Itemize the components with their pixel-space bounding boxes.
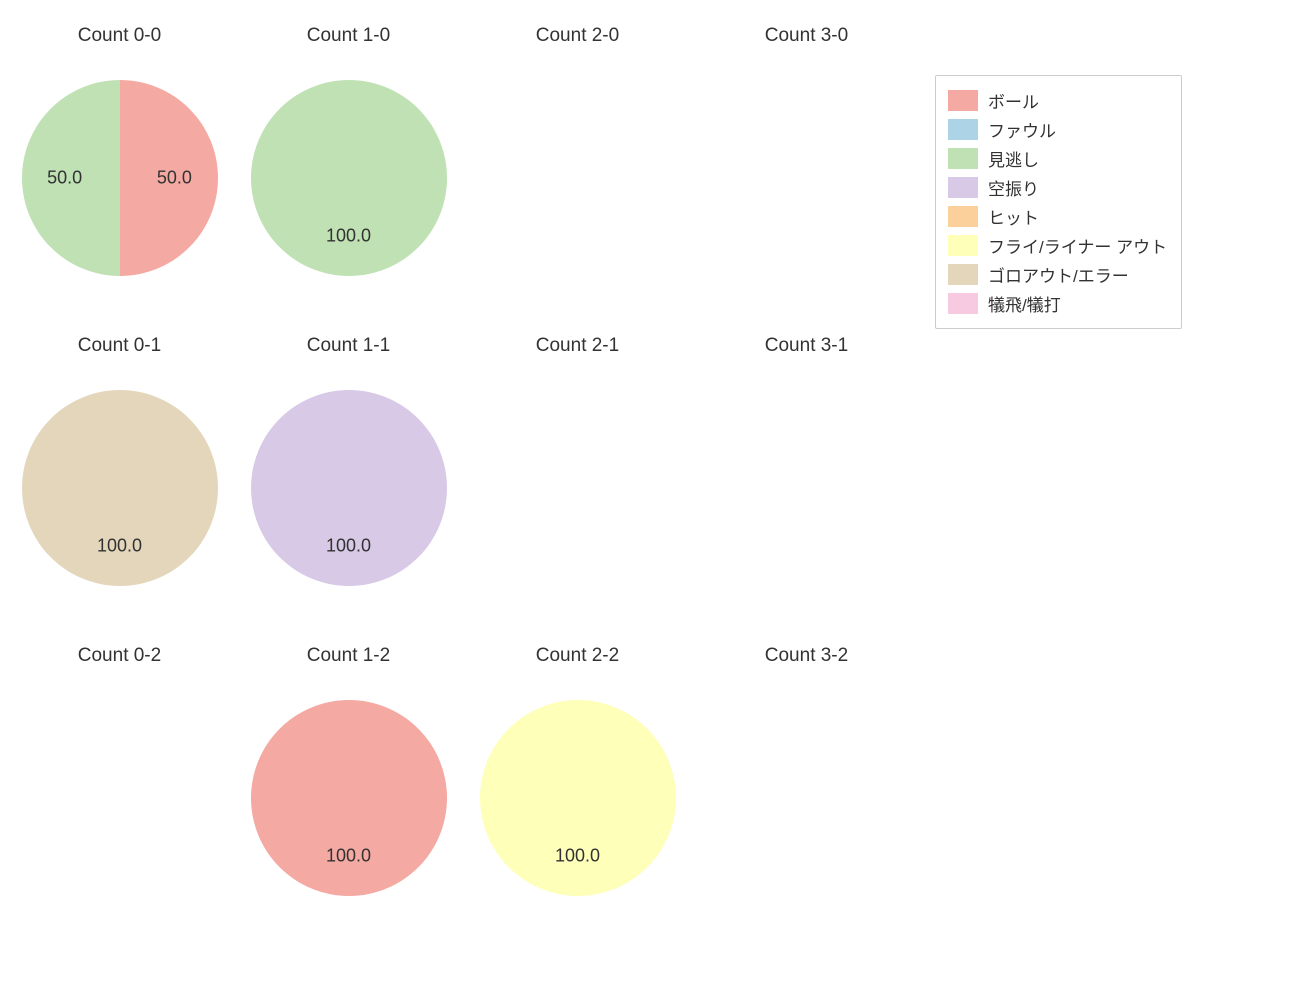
pie-chart: 100.0 [249,698,449,903]
pie-chart: 100.0 [478,698,678,903]
legend-label: ボール [988,88,1039,113]
pie-slice [251,80,447,276]
legend-label: ファウル [988,117,1056,142]
chart-title: Count 1-2 [234,645,463,667]
legend-item: ゴロアウト/エラー [948,260,1167,289]
pie-slice [251,700,447,896]
chart-title: Count 0-0 [5,25,234,47]
legend-swatch [948,235,978,256]
chart-title: Count 3-2 [692,645,921,667]
legend-item: ヒット [948,202,1167,231]
legend-item: フライ/ライナー アウト [948,231,1167,260]
legend-item: ファウル [948,115,1167,144]
chart-title: Count 2-2 [463,645,692,667]
chart-cell: Count 2-0 [463,5,692,315]
pie-grid: Count 0-0 50.0 50.0 Count 1-0 100.0 Count 2-0… [0,0,920,1000]
pie-slice [22,390,218,586]
pie-value-label: 100.0 [555,846,600,867]
legend-swatch [948,90,978,111]
chart-cell: Count 2-2 100.0 [463,625,692,935]
legend-label: 犠飛/犠打 [988,291,1061,316]
legend-swatch [948,264,978,285]
legend-item: 見逃し [948,144,1167,173]
chart-title: Count 2-1 [463,335,692,357]
pie-chart: 50.0 50.0 [20,78,220,283]
pie-chart: 100.0 [249,388,449,593]
chart-cell: Count 3-1 [692,315,921,625]
pie-svg [478,698,678,898]
chart-cell: Count 1-2 100.0 [234,625,463,935]
chart-title: Count 3-0 [692,25,921,47]
pie-svg [249,698,449,898]
legend-swatch [948,177,978,198]
chart-cell: Count 0-2 [5,625,234,935]
legend-label: 見逃し [988,146,1039,171]
pie-value-label: 100.0 [97,536,142,557]
pie-value-label: 50.0 [47,168,82,189]
legend-label: ゴロアウト/エラー [988,262,1129,287]
legend-item: ボール [948,86,1167,115]
pie-slice [480,700,676,896]
pie-svg [20,388,220,588]
chart-title: Count 0-1 [5,335,234,357]
pie-chart: 100.0 [249,78,449,283]
chart-title: Count 0-2 [5,645,234,667]
chart-cell: Count 1-0 100.0 [234,5,463,315]
chart-cell: Count 0-1 100.0 [5,315,234,625]
pie-value-label: 50.0 [157,168,192,189]
chart-title: Count 1-0 [234,25,463,47]
legend: ボールファウル見逃し空振りヒットフライ/ライナー アウトゴロアウト/エラー犠飛/… [935,75,1182,329]
pie-value-label: 100.0 [326,226,371,247]
chart-cell: Count 3-2 [692,625,921,935]
chart-title: Count 1-1 [234,335,463,357]
legend-swatch [948,293,978,314]
chart-cell: Count 1-1 100.0 [234,315,463,625]
pie-value-label: 100.0 [326,536,371,557]
pie-svg [249,388,449,588]
chart-cell: Count 3-0 [692,5,921,315]
chart-cell: Count 0-0 50.0 50.0 [5,5,234,315]
legend-label: ヒット [988,204,1039,229]
legend-item: 犠飛/犠打 [948,289,1167,318]
legend-swatch [948,206,978,227]
legend-swatch [948,148,978,169]
pie-slice [251,390,447,586]
legend-label: 空振り [988,175,1039,200]
pie-value-label: 100.0 [326,846,371,867]
legend-label: フライ/ライナー アウト [988,233,1167,258]
pie-chart: 100.0 [20,388,220,593]
chart-title: Count 3-1 [692,335,921,357]
legend-item: 空振り [948,173,1167,202]
chart-title: Count 2-0 [463,25,692,47]
chart-cell: Count 2-1 [463,315,692,625]
legend-swatch [948,119,978,140]
pie-svg [249,78,449,278]
